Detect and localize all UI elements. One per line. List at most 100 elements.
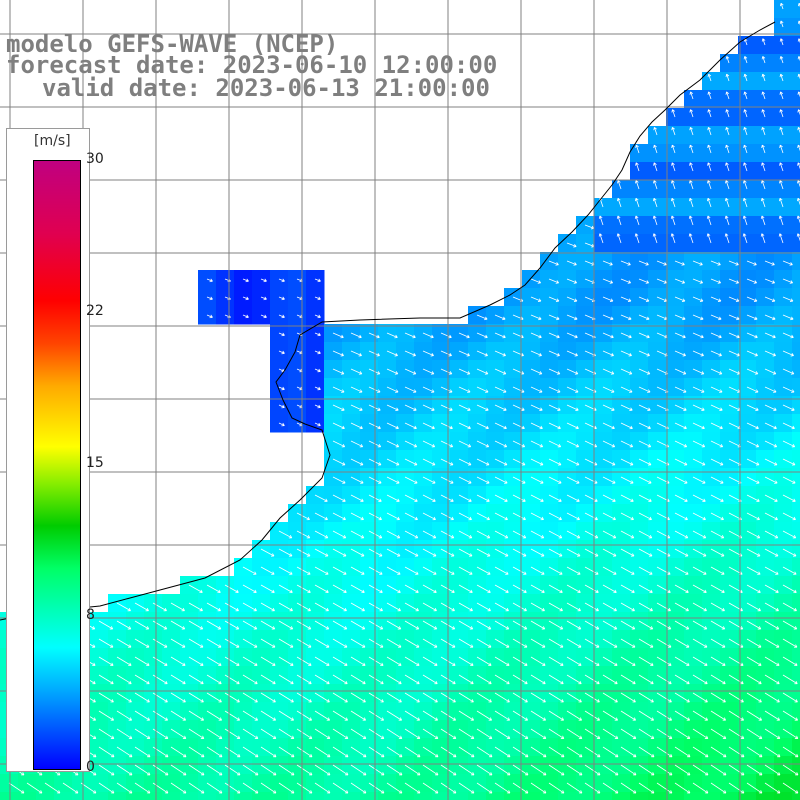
wind-speed-cell [774, 54, 793, 73]
wind-speed-cell [756, 36, 775, 55]
wind-speed-cell [648, 144, 667, 163]
wind-speed-cell [756, 180, 775, 199]
colorbar-tick-22: 22 [86, 303, 104, 319]
wind-speed-cell [414, 792, 433, 800]
wind-speed-cell [90, 792, 109, 800]
wind-speed-cell [684, 234, 703, 253]
wind-speed-cell [774, 180, 793, 199]
wind-speed-cell [738, 198, 757, 217]
wind-speed-cell [684, 90, 703, 109]
wind-speed-cell [756, 234, 775, 253]
wind-speed-cell [738, 72, 757, 91]
wind-speed-cell [684, 180, 703, 199]
wind-speed-cell [774, 792, 793, 800]
wind-speed-cell [720, 198, 739, 217]
wind-speed-cell [450, 792, 469, 800]
wind-speed-cell [648, 792, 667, 800]
wind-speed-cell [774, 108, 793, 127]
wind-speed-cell [198, 792, 217, 800]
wind-speed-cell [522, 792, 541, 800]
wind-speed-cell [720, 54, 739, 73]
wind-speed-cell [792, 414, 800, 433]
wind-speed-cell [540, 792, 559, 800]
wind-speed-cell [144, 792, 163, 800]
wind-speed-cell [162, 792, 181, 800]
wind-speed-cell [108, 792, 127, 800]
wind-speed-cell [738, 162, 757, 181]
wind-speed-cell [252, 792, 271, 800]
wind-speed-cell [720, 90, 739, 109]
wind-speed-cell [648, 162, 667, 181]
wind-speed-cell [792, 342, 800, 361]
wind-speed-cell [630, 180, 649, 199]
wind-speed-cell [486, 792, 505, 800]
wind-speed-cell [630, 162, 649, 181]
wind-speed-cell [378, 792, 397, 800]
wind-speed-cell [720, 126, 739, 145]
wind-speed-cell [684, 144, 703, 163]
wind-speed-cell [720, 144, 739, 163]
wind-speed-cell [738, 126, 757, 145]
wind-speed-cell [774, 72, 793, 91]
wind-speed-cell [738, 180, 757, 199]
wind-speed-cell [360, 792, 379, 800]
wind-speed-cell [468, 792, 487, 800]
wind-speed-cell [756, 216, 775, 235]
wind-speed-cell [774, 126, 793, 145]
wind-speed-cell [594, 234, 613, 253]
wind-speed-cell [756, 162, 775, 181]
wind-speed-cell [702, 126, 721, 145]
wind-speed-cell [648, 126, 667, 145]
wind-speed-cell [630, 234, 649, 253]
wind-speed-cell [702, 144, 721, 163]
wind-speed-cell [738, 216, 757, 235]
wind-speed-cell [702, 90, 721, 109]
wind-speed-cell [666, 162, 685, 181]
wind-speed-cell [774, 0, 793, 19]
wind-speed-cell [792, 252, 800, 271]
wind-speed-cell [234, 792, 253, 800]
wind-speed-cell [756, 72, 775, 91]
wind-speed-cell [792, 468, 800, 487]
colorbar-tick-15: 15 [86, 455, 104, 471]
wind-speed-cell [630, 792, 649, 800]
wind-speed-cell [648, 198, 667, 217]
wind-speed-cell [594, 198, 613, 217]
wind-speed-cell [666, 234, 685, 253]
wind-speed-cell [792, 378, 800, 397]
wind-speed-cell [702, 198, 721, 217]
wind-speed-cell [684, 108, 703, 127]
wind-speed-cell [612, 180, 631, 199]
wind-speed-cell [684, 198, 703, 217]
wind-speed-cell [774, 216, 793, 235]
wind-speed-cell [702, 108, 721, 127]
wind-speed-cell [738, 54, 757, 73]
wind-speed-cell [756, 792, 775, 800]
wind-speed-cell [720, 180, 739, 199]
wind-speed-cell [288, 792, 307, 800]
wind-speed-cell [756, 198, 775, 217]
wind-speed-cell [648, 216, 667, 235]
wind-speed-cell [756, 54, 775, 73]
wind-speed-cell [792, 0, 800, 19]
wind-speed-cell [774, 90, 793, 109]
wind-speed-cell [612, 198, 631, 217]
wind-speed-cell [612, 234, 631, 253]
wind-speed-cell [684, 126, 703, 145]
wind-speed-cell [666, 216, 685, 235]
wind-speed-cell [792, 432, 800, 451]
wind-speed-cell [756, 90, 775, 109]
wind-speed-cell [666, 144, 685, 163]
wind-speed-cell [774, 36, 793, 55]
wind-speed-cell [396, 792, 415, 800]
wind-speed-cell [180, 792, 199, 800]
wind-speed-cell [270, 792, 289, 800]
wind-speed-cell [792, 324, 800, 343]
wind-speed-cell [126, 792, 145, 800]
wind-speed-cell [666, 108, 685, 127]
wind-speed-cell [774, 162, 793, 181]
wind-speed-cell [792, 288, 800, 307]
wind-speed-cell [684, 792, 703, 800]
wind-speed-cell [756, 108, 775, 127]
wind-speed-cell [0, 792, 19, 800]
